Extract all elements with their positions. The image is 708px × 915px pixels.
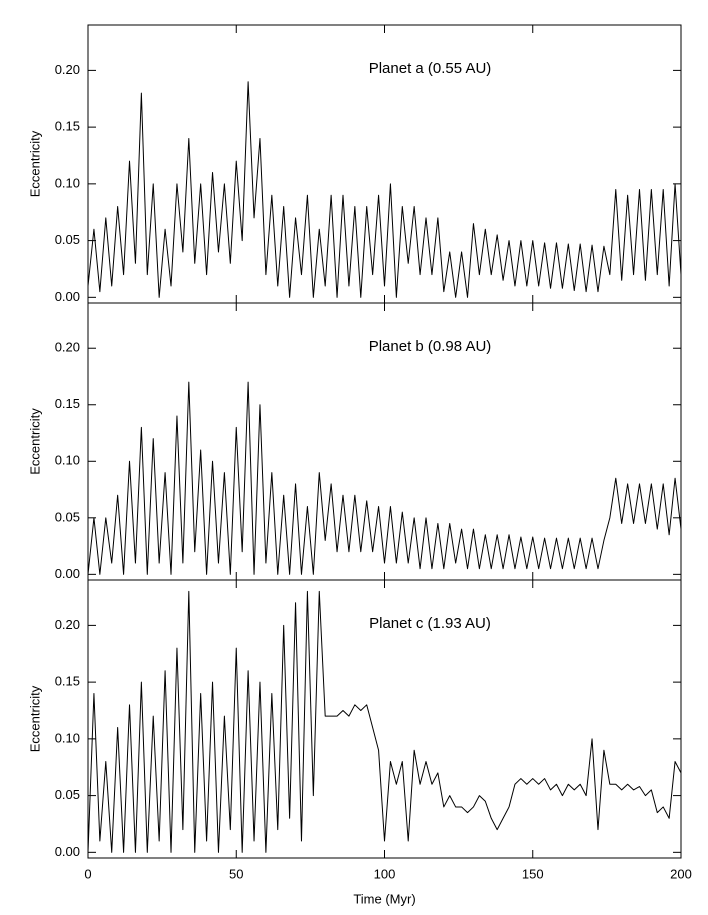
eccentricity-line	[87, 81, 682, 298]
y-tick-label: 0.15	[55, 396, 80, 411]
y-axis-label: Eccentricity	[27, 685, 42, 752]
annotation: Planet a (0.55 AU)	[369, 60, 492, 77]
x-tick-label: 0	[84, 866, 91, 881]
y-tick-label: 0.15	[55, 674, 80, 689]
annotation: Planet c (1.93 AU)	[369, 615, 491, 632]
x-axis-label: Time (Myr)	[353, 891, 415, 906]
y-tick-label: 0.20	[55, 340, 80, 355]
x-tick-label: 50	[229, 866, 243, 881]
y-tick-label: 0.20	[55, 62, 80, 77]
y-tick-label: 0.00	[55, 566, 80, 581]
x-tick-label: 200	[670, 866, 692, 881]
y-tick-label: 0.00	[55, 289, 80, 304]
y-tick-label: 0.10	[55, 453, 80, 468]
y-tick-label: 0.10	[55, 730, 80, 745]
y-tick-label: 0.10	[55, 175, 80, 190]
y-axis-label: Eccentricity	[27, 130, 42, 197]
y-tick-label: 0.05	[55, 509, 80, 524]
y-tick-label: 0.00	[55, 844, 80, 859]
x-tick-label: 100	[374, 866, 396, 881]
annotation: Planet b (0.98 AU)	[369, 338, 492, 355]
y-tick-label: 0.20	[55, 617, 80, 632]
x-tick-label: 150	[522, 866, 544, 881]
y-tick-label: 0.05	[55, 787, 80, 802]
eccentricity-line	[87, 381, 682, 575]
eccentricity-line	[87, 590, 682, 853]
y-tick-label: 0.15	[55, 119, 80, 134]
y-tick-label: 0.05	[55, 232, 80, 247]
y-axis-label: Eccentricity	[27, 408, 42, 475]
